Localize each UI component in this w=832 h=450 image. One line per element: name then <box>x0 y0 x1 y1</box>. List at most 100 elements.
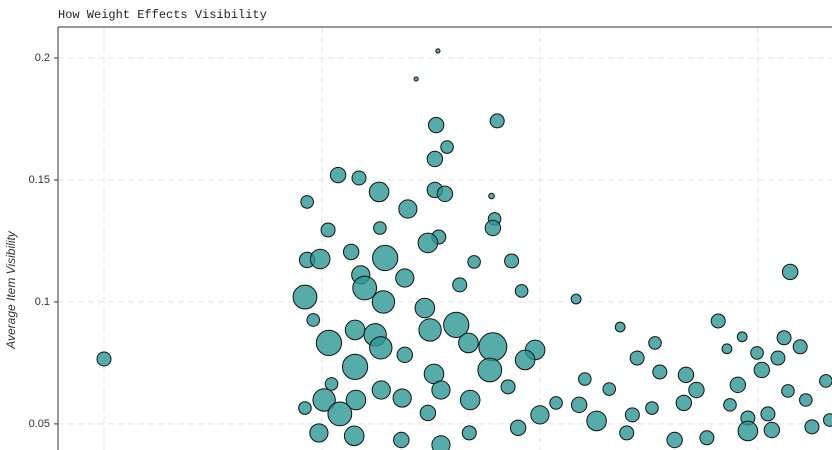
bubble <box>514 284 529 298</box>
bubble <box>737 420 759 442</box>
bubble <box>504 253 520 269</box>
bubble <box>371 290 396 314</box>
bubble <box>419 404 437 422</box>
bubble <box>645 401 659 415</box>
bubble <box>484 219 502 237</box>
bubble <box>459 389 481 411</box>
bubble <box>96 351 112 367</box>
chart-title: How Weight Effects Visibility <box>58 8 267 22</box>
bubble <box>372 244 399 272</box>
bubble <box>500 379 516 395</box>
bubble <box>614 321 626 333</box>
bubble <box>292 284 318 310</box>
bubble <box>770 350 786 366</box>
y-tick-label: 0.15 <box>29 174 50 186</box>
bubble <box>452 277 468 293</box>
bubble <box>488 192 495 200</box>
bubble <box>760 406 776 422</box>
bubble <box>298 401 312 415</box>
bubble <box>478 332 508 362</box>
bubble <box>578 372 592 386</box>
bubble <box>435 48 441 54</box>
y-axis-label: Average Item Visibility <box>4 230 18 350</box>
bubble <box>327 401 353 427</box>
bubble <box>352 275 378 301</box>
bubble <box>652 364 668 380</box>
y-tick-label: 0.05 <box>29 418 50 430</box>
bubble <box>320 222 336 238</box>
bubble <box>369 336 393 360</box>
bubble <box>396 346 413 364</box>
bubble <box>792 339 808 355</box>
bubble <box>398 199 418 219</box>
bubble <box>341 353 369 380</box>
bubble <box>799 393 813 407</box>
bubble <box>699 430 715 446</box>
bubble <box>619 425 635 441</box>
bubble <box>343 425 365 447</box>
bubble <box>300 195 314 209</box>
bubble <box>514 349 536 371</box>
bubble <box>763 421 781 439</box>
y-tick-label: 0.1 <box>35 296 50 308</box>
bubble <box>570 293 582 305</box>
bubble <box>710 313 726 329</box>
bubble <box>440 140 454 154</box>
bubble <box>427 116 445 134</box>
bubble <box>443 311 470 338</box>
bubble <box>345 389 367 411</box>
bubble <box>461 425 477 441</box>
bubble <box>414 297 436 319</box>
bubble <box>417 232 439 254</box>
y-tick-label: 0.2 <box>35 52 50 64</box>
bubble <box>823 413 832 427</box>
bubble <box>723 398 737 412</box>
bubble <box>393 431 410 449</box>
bubble <box>431 380 451 400</box>
bubble <box>570 396 588 414</box>
bubble <box>804 419 820 435</box>
bubble <box>624 407 640 423</box>
bubble <box>729 376 747 394</box>
bubble <box>530 405 550 425</box>
bubble <box>781 263 799 281</box>
bubble <box>309 248 331 270</box>
bubble <box>324 377 339 391</box>
bubble <box>351 170 367 186</box>
bubble <box>312 388 336 412</box>
bubble <box>648 336 662 350</box>
bubble <box>413 76 419 82</box>
bubble <box>371 380 391 400</box>
bubble <box>509 419 527 437</box>
bubble <box>368 181 390 203</box>
bubble <box>426 150 444 168</box>
bubble <box>736 331 748 343</box>
bubble <box>436 185 454 203</box>
bubble <box>776 330 792 346</box>
bubble <box>666 431 683 449</box>
bubble <box>431 435 451 450</box>
bubble <box>373 221 387 235</box>
bubble <box>602 382 617 396</box>
bubble <box>329 166 347 184</box>
grid <box>58 27 832 450</box>
bubble <box>819 374 832 388</box>
bubble <box>675 394 692 412</box>
bubble <box>489 113 505 129</box>
bubble <box>342 243 360 261</box>
bubble <box>688 381 705 399</box>
bubble <box>458 332 479 354</box>
bubble <box>629 350 645 366</box>
bubble <box>392 388 412 408</box>
bubble <box>306 313 321 327</box>
bubble <box>781 384 795 398</box>
bubble <box>315 329 343 357</box>
bubble <box>309 423 329 443</box>
bubbles <box>96 48 832 450</box>
bubble <box>750 346 764 360</box>
bubble <box>586 410 607 432</box>
bubble <box>467 255 481 269</box>
bubble <box>677 366 695 384</box>
